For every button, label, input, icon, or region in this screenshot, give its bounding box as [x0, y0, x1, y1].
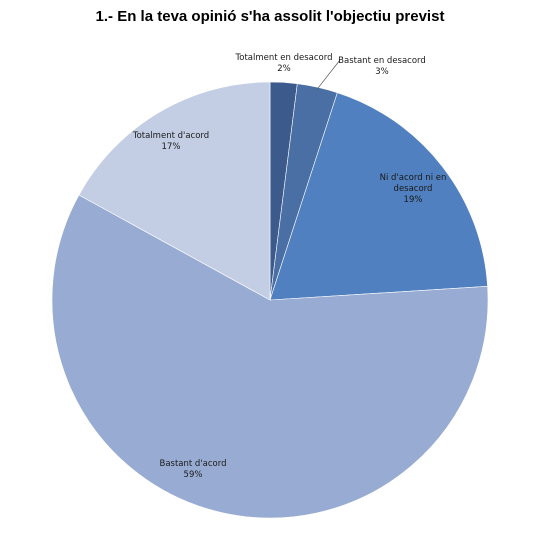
pie-slice-4 — [51, 194, 489, 519]
pie-slice-3 — [269, 92, 488, 301]
chart-title: 1.- En la teva opinió s'ha assolit l'obj… — [95, 8, 445, 25]
slice-label-2: Bastant en desacord — [338, 56, 426, 66]
slice-label-3-line-2: desacord — [394, 184, 433, 194]
slice-label-4: Bastant d'acord — [160, 459, 227, 469]
slice-label-3-line-1: Ni d'acord ni en — [380, 173, 447, 183]
slice-label-5: Totalment d'acord — [132, 131, 209, 141]
slice-label-1: Totalment en desacord — [235, 53, 333, 63]
slice-percent-1: 2% — [277, 64, 291, 74]
slice-percent-3: 19% — [404, 195, 423, 205]
slice-percent-5: 17% — [162, 142, 181, 152]
slice-percent-2: 3% — [375, 67, 389, 77]
pie-slice-5 — [78, 81, 271, 301]
leader-line-2 — [316, 59, 341, 90]
slice-percent-4: 59% — [184, 470, 203, 480]
